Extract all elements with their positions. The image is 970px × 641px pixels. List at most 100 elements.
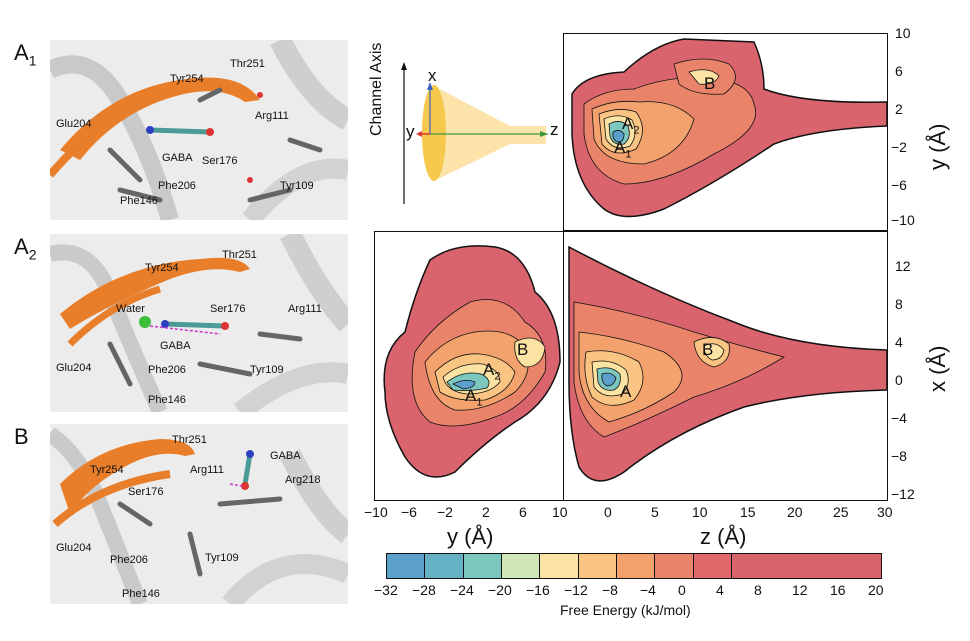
residue-label: Phe146 xyxy=(120,195,158,207)
zx-xtick: 0 xyxy=(604,504,612,520)
colorbar xyxy=(386,553,882,579)
residue-label: Glu204 xyxy=(56,118,92,130)
annotation-b: B xyxy=(704,74,716,93)
residue-label: Ser176 xyxy=(210,303,246,315)
colorbar-segment xyxy=(387,554,426,578)
contour-zx xyxy=(568,245,887,482)
protein-illustration-b xyxy=(50,424,348,604)
channel-schematic: Channel Axis x y z xyxy=(368,36,560,226)
zy-ytick: −2 xyxy=(891,139,907,155)
yx-xtick: 2 xyxy=(482,504,490,520)
residue-label: Phe206 xyxy=(110,554,148,566)
zy-ylabel: y (Å) xyxy=(925,123,950,170)
zx-ytick: 8 xyxy=(895,296,903,312)
protein-illustration-a2 xyxy=(50,234,348,412)
residue-label: Tyr254 xyxy=(170,73,204,85)
colorbar-tick-label: −8 xyxy=(602,582,618,598)
colorbar-segment xyxy=(578,554,617,578)
residue-label: Tyr109 xyxy=(280,180,314,192)
colorbar-tick-label: 4 xyxy=(716,582,724,598)
schematic-z-label: z xyxy=(550,120,559,139)
residue-label: Ser176 xyxy=(202,155,238,167)
residue-label: Ser176 xyxy=(128,486,164,498)
residue-label: Thr251 xyxy=(222,249,257,261)
colorbar-tick-label: 20 xyxy=(868,582,884,598)
yx-xtick: 6 xyxy=(519,504,527,520)
zx-ytick: 4 xyxy=(895,334,903,350)
zx-xtick: 30 xyxy=(877,504,893,520)
annotation-a2: A2 xyxy=(622,114,640,137)
structure-render-a1: Thr251 Tyr254 Glu204 Arg111 GABA Ser176 … xyxy=(50,40,348,220)
zx-xlabel: z (Å) xyxy=(700,524,747,549)
schematic-x-label: x xyxy=(428,66,437,85)
panel-label-a2: A2 xyxy=(14,234,37,263)
residue-label: Phe146 xyxy=(148,394,186,406)
colorbar-tick-label: −20 xyxy=(488,582,512,598)
annotation-b: B xyxy=(702,340,714,359)
zx-xtick: 5 xyxy=(651,504,659,520)
annotation-a1: A1 xyxy=(465,386,483,409)
zx-ytick: −8 xyxy=(891,448,907,464)
annotation-a1: A1 xyxy=(614,138,632,161)
channel-funnel-diagram xyxy=(401,62,548,204)
channel-axis-label: Channel Axis xyxy=(368,42,385,136)
plot-zy: A2 A1 B xyxy=(563,33,888,231)
annotation-a2: A2 xyxy=(483,360,501,383)
yx-xlabel: y (Å) xyxy=(447,524,494,549)
colorbar-tick-label: −24 xyxy=(450,582,474,598)
residue-label: Arg218 xyxy=(285,474,321,486)
colorbar-tick-label: −32 xyxy=(374,582,398,598)
colorbar-segment xyxy=(806,554,844,578)
plot-zx: A B xyxy=(563,231,888,501)
residue-label: Phe146 xyxy=(122,588,160,600)
contour-yx xyxy=(383,245,561,478)
residue-label: Phe206 xyxy=(158,180,196,192)
panel-label-b: B xyxy=(14,424,29,449)
residue-label: Tyr254 xyxy=(145,262,179,274)
zy-ytick: 2 xyxy=(895,101,903,117)
zx-ytick: 0 xyxy=(895,372,903,388)
structure-render-b: Thr251 GABA Tyr254 Arg111 Arg218 Ser176 … xyxy=(50,424,348,604)
panel-label-a1: A1 xyxy=(14,40,37,69)
zy-ytick: 10 xyxy=(895,25,911,41)
zx-ytick: −12 xyxy=(891,486,915,502)
zx-xtick: 15 xyxy=(740,504,756,520)
colorbar-segment xyxy=(843,554,882,578)
zx-ylabel: x (Å) xyxy=(925,345,950,392)
colorbar-segment xyxy=(655,554,694,578)
yx-xtick: −10 xyxy=(364,504,388,520)
colorbar-tick-label: −16 xyxy=(526,582,550,598)
annotation-b: B xyxy=(517,340,529,359)
residue-label: Phe206 xyxy=(148,364,186,376)
residue-label: GABA xyxy=(270,450,301,462)
zx-xtick: 25 xyxy=(833,504,849,520)
structure-render-a2: Thr251 Tyr254 Water Ser176 Arg111 GABA G… xyxy=(50,234,348,412)
zy-ytick: −10 xyxy=(891,212,915,228)
colorbar-segment xyxy=(463,554,502,578)
colorbar-segment xyxy=(616,554,656,578)
annotation-a: A xyxy=(620,382,632,401)
zx-ytick: 12 xyxy=(895,258,911,274)
colorbar-segment xyxy=(425,554,464,578)
colorbar-label: Free Energy (kJ/mol) xyxy=(560,602,691,618)
colorbar-segment xyxy=(693,554,732,578)
colorbar-segment xyxy=(731,554,770,578)
residue-label: Water xyxy=(116,303,145,315)
yx-xtick: −6 xyxy=(401,504,417,520)
residue-label: Glu204 xyxy=(56,542,92,554)
colorbar-tick-label: 8 xyxy=(754,582,762,598)
colorbar-tick-label: −12 xyxy=(564,582,588,598)
residue-label: Tyr109 xyxy=(250,364,284,376)
colorbar-tick-label: 12 xyxy=(792,582,808,598)
zx-ytick: −4 xyxy=(891,410,907,426)
colorbar-segment xyxy=(540,554,579,578)
colorbar-tick-label: 16 xyxy=(830,582,846,598)
colorbar-tick-label: −4 xyxy=(640,582,656,598)
colorbar-segment xyxy=(769,554,807,578)
schematic-y-label: y xyxy=(406,122,415,141)
residue-label: Tyr254 xyxy=(90,464,124,476)
residue-label: Arg111 xyxy=(288,303,322,315)
colorbar-tick-label: 0 xyxy=(678,582,686,598)
residue-label: Tyr109 xyxy=(205,552,239,564)
zy-ytick: 6 xyxy=(895,63,903,79)
